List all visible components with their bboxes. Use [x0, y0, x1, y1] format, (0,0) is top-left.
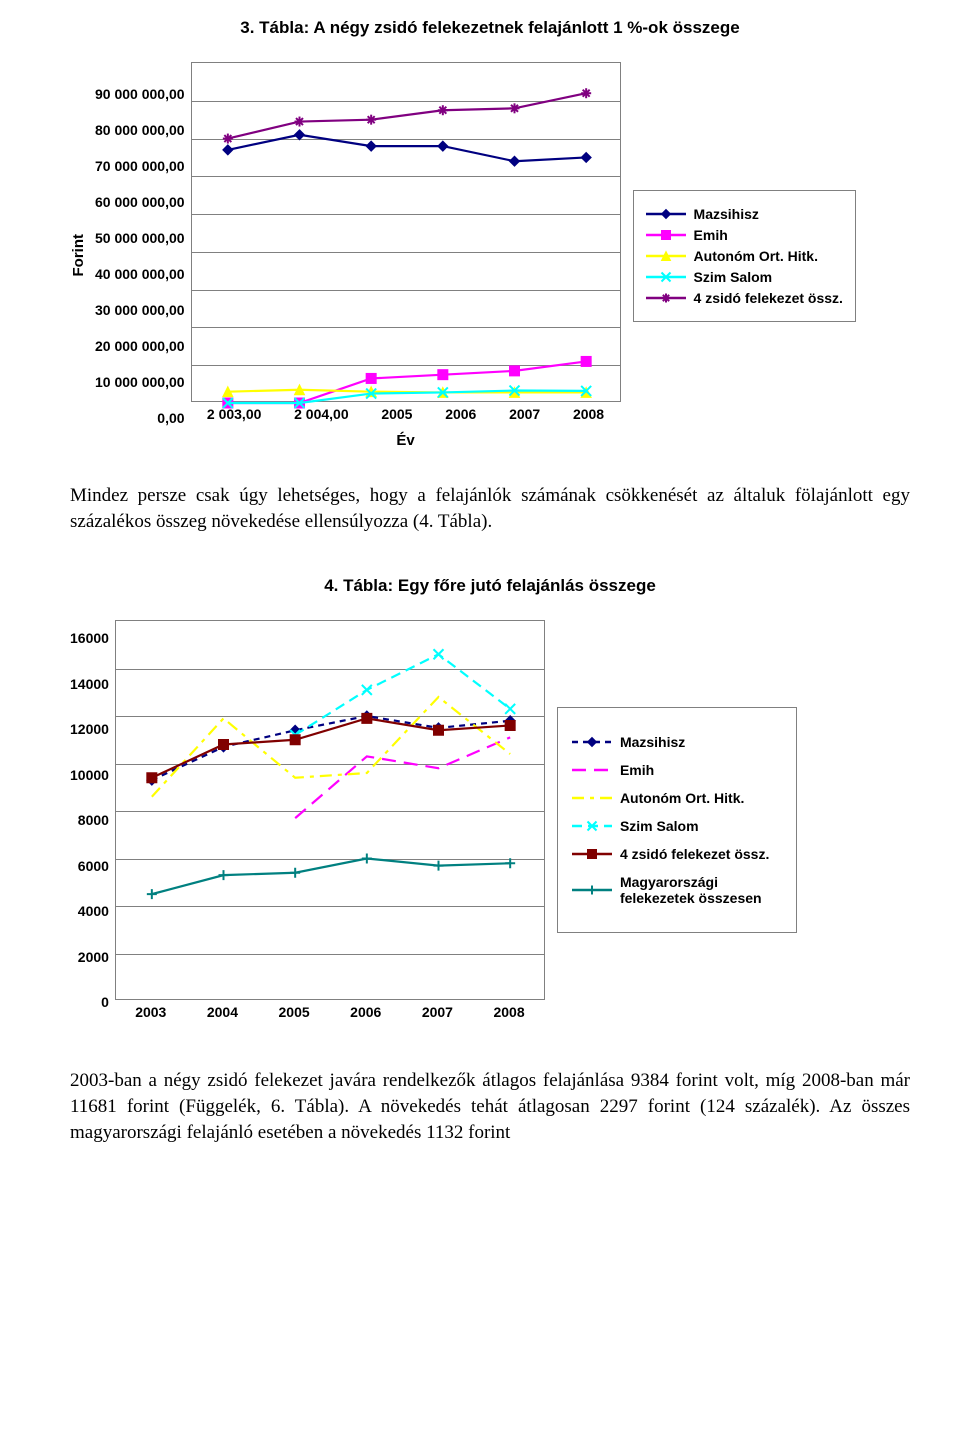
chart1-y-ticks: 90 000 000,00 80 000 000,00 70 000 000,00 6…	[95, 86, 191, 426]
x-tick-label: 2005	[381, 406, 412, 422]
legend-item: Autonóm Ort. Hitk.	[646, 248, 843, 264]
chart-2: 4. Tábla: Egy főre jutó felajánlás össze…	[70, 576, 910, 1020]
y-tick-label: 40 000 000,00	[95, 266, 185, 282]
y-tick-label: 16000	[70, 630, 109, 646]
legend-item: Magyarországi felekezetek összesen	[572, 874, 782, 906]
legend-swatch	[572, 763, 612, 777]
legend-label: Mazsihisz	[620, 734, 685, 750]
legend-label: Emih	[620, 762, 654, 778]
chart1-legend: Mazsihisz Emih Autonóm Ort. Hitk. Szim Salo…	[633, 190, 856, 322]
legend-swatch	[572, 791, 612, 805]
legend-item: Autonóm Ort. Hitk.	[572, 790, 782, 806]
y-tick-label: 4000	[70, 903, 109, 919]
x-tick-label: 2005	[279, 1004, 310, 1020]
x-tick-label: 2006	[445, 406, 476, 422]
legend-label: Autonóm Ort. Hitk.	[694, 248, 818, 264]
legend-swatch	[646, 207, 686, 221]
y-tick-label: 0,00	[95, 410, 185, 426]
chart2-x-ticks: 2003 2004 2005 2006 2007 2008	[115, 1004, 545, 1020]
y-tick-label: 60 000 000,00	[95, 194, 185, 210]
y-tick-label: 2000	[70, 949, 109, 965]
y-tick-label: 12000	[70, 721, 109, 737]
legend-swatch	[572, 883, 612, 897]
y-tick-label: 6000	[70, 858, 109, 874]
x-tick-label: 2007	[509, 406, 540, 422]
chart1-x-ticks: 2 003,002 004,002005200620072008	[191, 406, 621, 422]
chart1-x-label: Év	[191, 432, 621, 449]
chart2-title: 4. Tábla: Egy főre jutó felajánlás össze…	[70, 576, 910, 596]
chart2-legend: Mazsihisz Emih Autonóm Ort. Hitk. Szim Salo…	[557, 707, 797, 933]
legend-swatch	[572, 735, 612, 749]
y-tick-label: 20 000 000,00	[95, 338, 185, 354]
chart1-title: 3. Tábla: A négy zsidó felekezetnek fela…	[70, 18, 910, 38]
legend-swatch	[646, 270, 686, 284]
legend-label: Emih	[694, 227, 728, 243]
chart2-y-ticks: 16000 14000 12000 10000 8000 6000 4000 2000 0	[70, 630, 115, 1010]
x-tick-label: 2008	[573, 406, 604, 422]
y-tick-label: 10000	[70, 767, 109, 783]
chart1-y-label: Forint	[70, 234, 87, 277]
chart-1: 3. Tábla: A négy zsidó felekezetnek fela…	[70, 18, 910, 449]
y-tick-label: 0	[70, 994, 109, 1010]
legend-swatch	[572, 819, 612, 833]
paragraph-2: 2003-ban a négy zsidó felekezet javára r…	[70, 1068, 910, 1145]
legend-swatch	[572, 847, 612, 861]
x-tick-label: 2007	[422, 1004, 453, 1020]
legend-label: 4 zsidó felekezet össz.	[620, 846, 769, 862]
legend-label: Mazsihisz	[694, 206, 759, 222]
y-tick-label: 14000	[70, 676, 109, 692]
legend-swatch	[646, 249, 686, 263]
y-tick-label: 30 000 000,00	[95, 302, 185, 318]
chart1-plot	[191, 62, 621, 402]
legend-item: Mazsihisz	[646, 206, 843, 222]
y-tick-label: 8000	[70, 812, 109, 828]
y-tick-label: 10 000 000,00	[95, 374, 185, 390]
legend-label: Magyarországi felekezetek összesen	[620, 874, 782, 906]
legend-label: Autonóm Ort. Hitk.	[620, 790, 744, 806]
y-tick-label: 90 000 000,00	[95, 86, 185, 102]
chart2-plot	[115, 620, 545, 1000]
x-tick-label: 2 003,00	[207, 406, 262, 422]
legend-item: 4 zsidó felekezet össz.	[572, 846, 782, 862]
y-tick-label: 50 000 000,00	[95, 230, 185, 246]
y-tick-label: 70 000 000,00	[95, 158, 185, 174]
legend-item: Emih	[646, 227, 843, 243]
x-tick-label: 2003	[135, 1004, 166, 1020]
legend-label: 4 zsidó felekezet össz.	[694, 290, 843, 306]
legend-swatch	[646, 228, 686, 242]
legend-label: Szim Salom	[620, 818, 699, 834]
legend-item: Szim Salom	[572, 818, 782, 834]
x-tick-label: 2006	[350, 1004, 381, 1020]
paragraph-1: Mindez persze csak úgy lehetséges, hogy …	[70, 483, 910, 534]
legend-label: Szim Salom	[694, 269, 773, 285]
legend-item: Mazsihisz	[572, 734, 782, 750]
x-tick-label: 2008	[493, 1004, 524, 1020]
legend-item: 4 zsidó felekezet össz.	[646, 290, 843, 306]
legend-item: Emih	[572, 762, 782, 778]
x-tick-label: 2004	[207, 1004, 238, 1020]
legend-item: Szim Salom	[646, 269, 843, 285]
legend-swatch	[646, 291, 686, 305]
y-tick-label: 80 000 000,00	[95, 122, 185, 138]
